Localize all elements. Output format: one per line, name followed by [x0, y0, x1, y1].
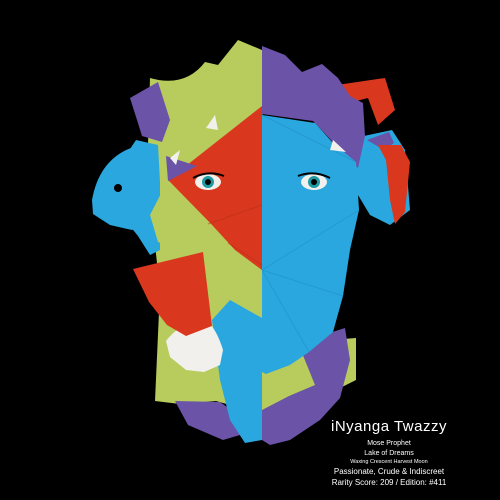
caption-line-5: Rarity Score: 209 / Edition: #411 — [331, 478, 447, 487]
left-ear-dot — [114, 184, 122, 192]
red-lower-left-plane — [133, 252, 212, 336]
crest-back-red — [330, 78, 395, 125]
caption-line-2: Lake of Dreams — [364, 449, 414, 457]
caption-line-1: Mose Prophet — [367, 439, 411, 447]
right-face-facets — [261, 114, 360, 353]
artwork-title: iNyanga Twazzy — [331, 417, 447, 435]
blue-neck — [212, 300, 262, 443]
left-eye-pupil — [205, 179, 211, 185]
caption-line-4: Passionate, Crude & Indiscreet — [333, 467, 445, 476]
caption-line-3: Waxing Crescent Harvest Moon — [350, 458, 428, 465]
right-purple-headpiece — [262, 46, 365, 168]
white-horn-left — [206, 115, 218, 130]
purple-lower-right — [262, 328, 350, 445]
right-eye-pupil — [311, 179, 317, 185]
left-eyelid — [192, 172, 225, 179]
red-facets — [207, 204, 263, 266]
right-ear-red-patch — [378, 145, 410, 224]
white-horn-right — [330, 140, 346, 152]
caption-block: iNyanga Twazzy Mose Prophet Lake of Drea… — [294, 419, 484, 491]
left-small-ear — [108, 169, 145, 214]
left-purple-shard — [130, 82, 170, 142]
purple-lower-left — [175, 401, 240, 440]
right-eyelid — [297, 172, 331, 179]
left-inner-facet — [150, 180, 212, 250]
white-horn-small — [170, 150, 180, 165]
right-blue-face — [262, 115, 359, 374]
